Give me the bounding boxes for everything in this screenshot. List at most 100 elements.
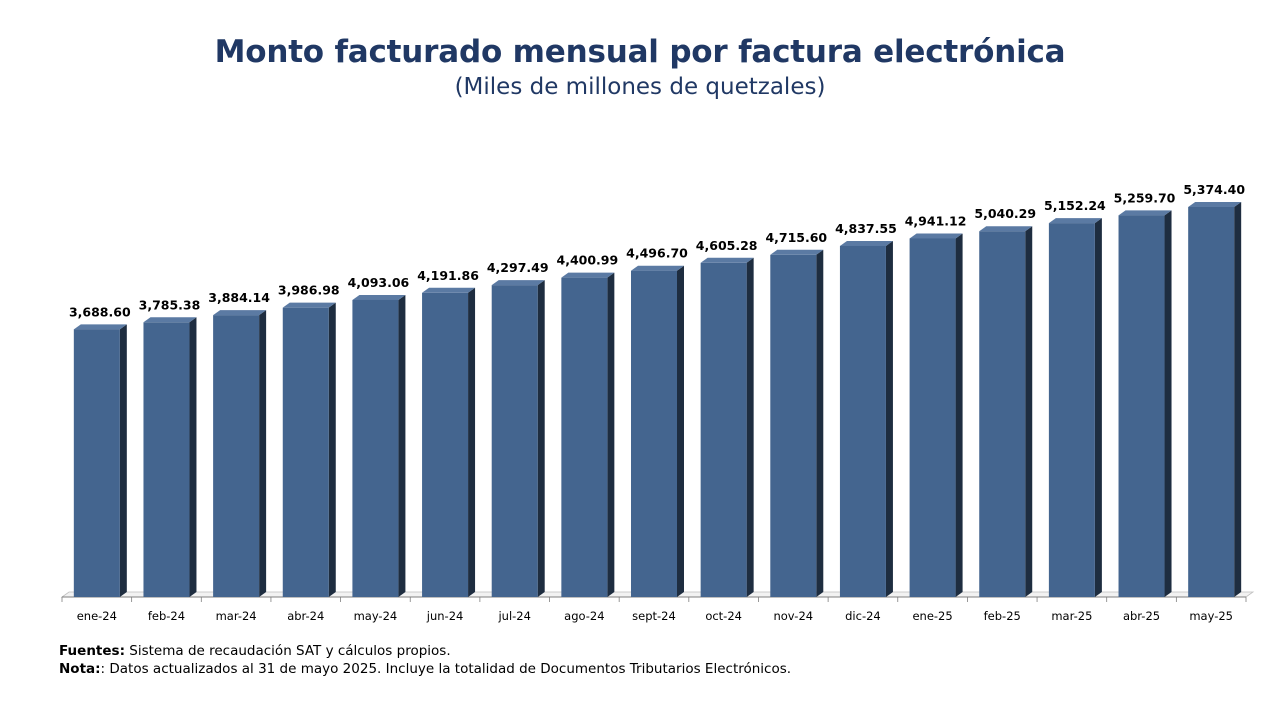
bar-feb-24 xyxy=(143,317,197,597)
x-tick-label: ago-24 xyxy=(564,609,604,623)
data-label: 4,605.28 xyxy=(696,238,758,253)
bar-top xyxy=(282,302,336,308)
data-label: 3,688.60 xyxy=(69,304,131,319)
bar-top xyxy=(352,294,406,300)
bar-ene-24 xyxy=(73,324,127,597)
data-label: 4,715.60 xyxy=(765,230,827,245)
bar xyxy=(1188,207,1235,597)
data-label: 4,093.06 xyxy=(348,275,410,290)
bar-top xyxy=(561,272,615,278)
x-tick-label: jun-24 xyxy=(426,609,464,623)
data-label: 5,259.70 xyxy=(1114,190,1176,205)
bar-side xyxy=(537,280,545,597)
note-line: Nota:: Datos actualizados al 31 de mayo … xyxy=(59,661,792,677)
bar-side xyxy=(189,317,197,597)
bar-side xyxy=(468,287,476,597)
bar-side xyxy=(1234,202,1242,597)
data-label: 4,400.99 xyxy=(557,253,619,268)
bar xyxy=(422,292,469,597)
bar-jun-24 xyxy=(422,287,476,597)
footnotes: Fuentes: Sistema de recaudación SAT y cá… xyxy=(59,642,791,678)
data-label: 5,040.29 xyxy=(974,206,1036,221)
data-label: 4,297.49 xyxy=(487,260,549,275)
bar xyxy=(1048,223,1095,597)
bar-top xyxy=(422,287,476,293)
x-tick-label: jul-24 xyxy=(497,609,530,623)
bar-side xyxy=(1164,210,1172,597)
data-label: 4,941.12 xyxy=(905,213,967,228)
data-label: 5,152.24 xyxy=(1044,198,1106,213)
bar-side xyxy=(677,265,684,597)
x-tick-label: abr-24 xyxy=(287,609,324,623)
bar-top xyxy=(631,265,684,271)
x-tick-label: may-24 xyxy=(354,609,398,623)
data-label: 5,374.40 xyxy=(1183,182,1245,197)
bar-top xyxy=(1188,202,1242,207)
bar-side xyxy=(1094,218,1102,597)
bar xyxy=(979,231,1026,597)
bar-top xyxy=(143,317,197,323)
note-label: Nota xyxy=(59,661,96,677)
bar-ago-24 xyxy=(561,272,615,597)
x-tick-label: abr-25 xyxy=(1123,609,1160,623)
bar xyxy=(143,322,190,597)
bar-oct-24 xyxy=(700,257,754,597)
bar-top xyxy=(839,240,893,246)
bar xyxy=(909,238,956,597)
bar-top xyxy=(491,280,545,286)
bar-ene-25 xyxy=(909,233,963,597)
bar-side xyxy=(885,240,893,597)
bar xyxy=(770,254,817,597)
x-tick-label: dic-24 xyxy=(845,609,881,623)
x-tick-label: oct-24 xyxy=(705,609,742,623)
bar-side xyxy=(607,272,615,597)
bar-side xyxy=(259,310,267,597)
bar-top xyxy=(73,324,127,330)
x-tick-label: nov-24 xyxy=(773,609,813,623)
bar xyxy=(700,262,747,597)
x-tick-label: sept-24 xyxy=(632,609,676,623)
x-tick-label: ene-24 xyxy=(77,609,117,623)
bar xyxy=(631,270,677,597)
bar xyxy=(561,277,608,597)
bar xyxy=(213,315,260,597)
bar-top xyxy=(1048,218,1102,224)
chart-subtitle: (Miles de millones de quetzales) xyxy=(454,74,826,100)
x-tick-label: feb-25 xyxy=(984,609,1021,623)
bar-mar-25 xyxy=(1048,218,1102,597)
sources-label: Fuentes xyxy=(59,643,120,659)
x-tick-label: mar-25 xyxy=(1051,609,1092,623)
data-label: 3,986.98 xyxy=(278,283,340,298)
bar xyxy=(282,307,329,597)
bar-side xyxy=(398,294,406,597)
bar-side xyxy=(746,257,754,597)
x-tick-label: feb-24 xyxy=(148,609,185,623)
bar-nov-24 xyxy=(770,249,824,597)
sources-line: Fuentes: Sistema de recaudación SAT y cá… xyxy=(59,643,451,659)
bar-may-24 xyxy=(352,294,406,597)
bar xyxy=(352,299,399,597)
bar-feb-25 xyxy=(979,226,1033,597)
bar-side xyxy=(328,302,336,597)
data-label: 3,785.38 xyxy=(139,297,201,312)
bar-side xyxy=(955,233,963,597)
bar-top xyxy=(1118,210,1172,216)
bar-sept-24 xyxy=(631,265,684,597)
x-tick-label: may-25 xyxy=(1189,609,1233,623)
data-label: 4,191.86 xyxy=(417,268,479,283)
bar xyxy=(491,285,538,597)
bar-dic-24 xyxy=(839,240,893,597)
bar-mar-24 xyxy=(213,310,267,597)
bar-top xyxy=(909,233,963,239)
bar-top xyxy=(770,249,824,255)
bar-abr-24 xyxy=(282,302,336,597)
bar-side xyxy=(119,324,127,597)
data-label: 4,837.55 xyxy=(835,221,897,236)
x-tick-label: mar-24 xyxy=(216,609,257,623)
note-text: : Datos actualizados al 31 de mayo 2025.… xyxy=(100,661,792,677)
bar xyxy=(839,245,886,597)
bar-top xyxy=(700,257,754,263)
data-label: 4,496.70 xyxy=(626,246,688,261)
bar-side xyxy=(816,249,824,597)
